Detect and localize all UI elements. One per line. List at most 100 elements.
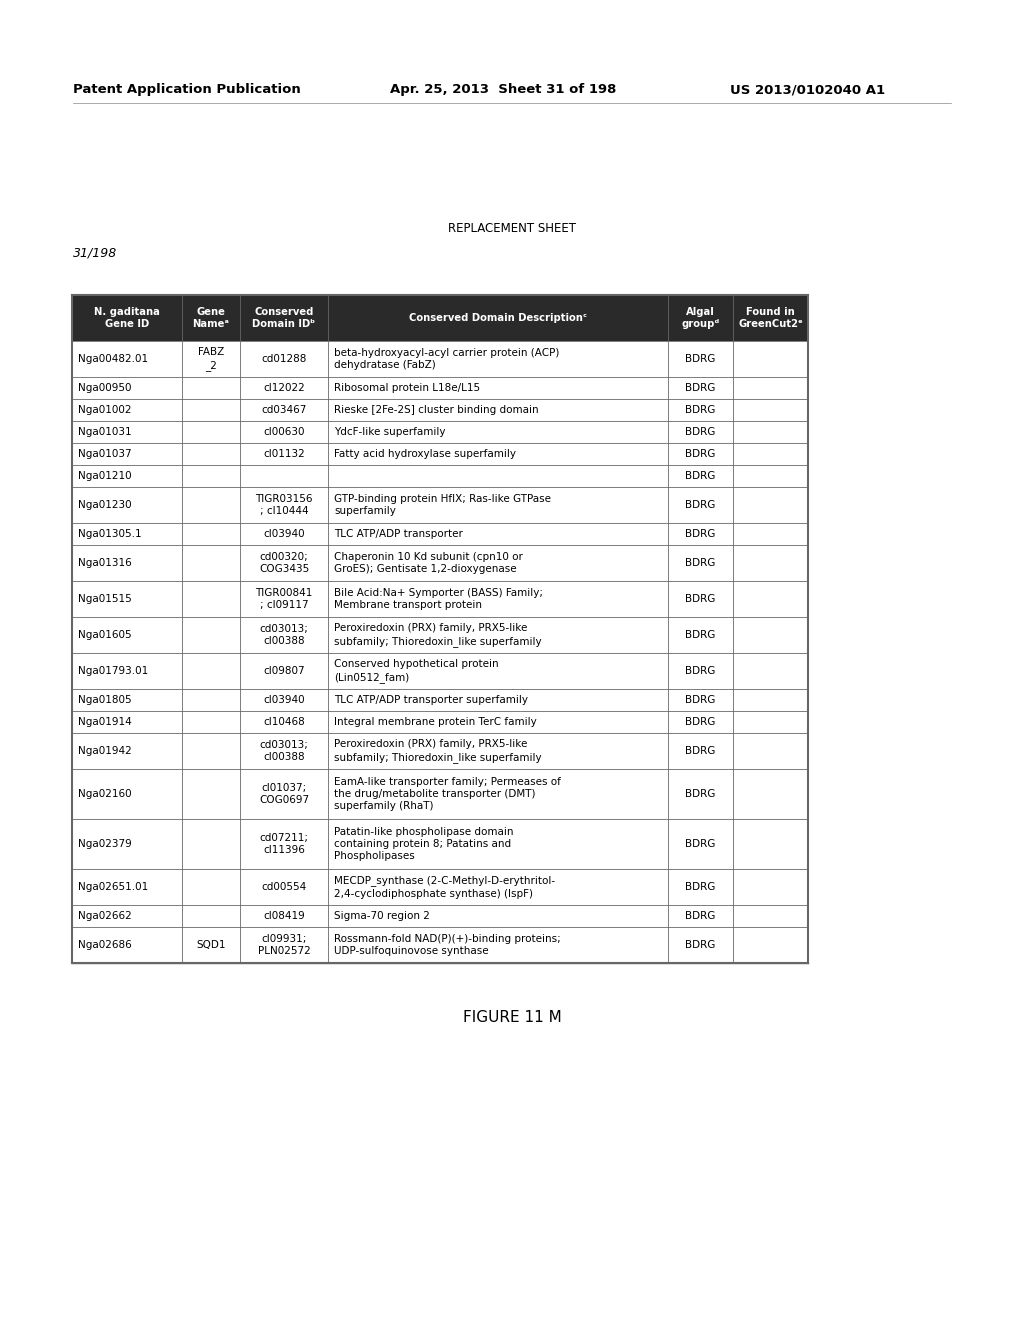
Text: cd07211;
cl11396: cd07211; cl11396	[259, 833, 308, 855]
Text: BDRG: BDRG	[685, 667, 716, 676]
Text: cd00320;
COG3435: cd00320; COG3435	[259, 552, 309, 574]
Text: Conserved hypothetical protein
(Lin0512_fam): Conserved hypothetical protein (Lin0512_…	[334, 660, 499, 682]
Text: Chaperonin 10 Kd subunit (cpn10 or
GroES); Gentisate 1,2-dioxygenase: Chaperonin 10 Kd subunit (cpn10 or GroES…	[334, 552, 523, 574]
Text: BDRG: BDRG	[685, 529, 716, 539]
Text: BDRG: BDRG	[685, 789, 716, 799]
Text: Nga02160: Nga02160	[78, 789, 132, 799]
Text: BDRG: BDRG	[685, 449, 716, 459]
Text: cl12022: cl12022	[263, 383, 305, 393]
Bar	[72, 399, 808, 421]
Text: cd03467: cd03467	[261, 405, 306, 414]
Bar	[72, 465, 808, 487]
Bar	[72, 906, 808, 927]
Text: YdcF-like superfamily: YdcF-like superfamily	[334, 426, 445, 437]
Text: Nga01793.01: Nga01793.01	[78, 667, 148, 676]
Text: Nga02662: Nga02662	[78, 911, 132, 921]
Text: REPLACEMENT SHEET: REPLACEMENT SHEET	[449, 222, 575, 235]
Text: Integral membrane protein TerC family: Integral membrane protein TerC family	[334, 717, 537, 727]
Bar	[72, 341, 808, 378]
Bar	[72, 523, 808, 545]
Text: Nga02651.01: Nga02651.01	[78, 882, 148, 892]
Bar	[72, 733, 808, 770]
Text: Nga01316: Nga01316	[78, 558, 132, 568]
Text: Nga01230: Nga01230	[78, 500, 132, 510]
Bar	[72, 927, 808, 964]
Text: Algal
groupᵈ: Algal groupᵈ	[681, 306, 720, 329]
Text: BDRG: BDRG	[685, 354, 716, 364]
Text: BDRG: BDRG	[685, 558, 716, 568]
Text: Fatty acid hydroxylase superfamily: Fatty acid hydroxylase superfamily	[334, 449, 516, 459]
Text: BDRG: BDRG	[685, 840, 716, 849]
Text: cl01132: cl01132	[263, 449, 305, 459]
Bar	[72, 689, 808, 711]
Text: Nga01037: Nga01037	[78, 449, 132, 459]
Text: Rossmann-fold NAD(P)(+)-binding proteins;
UDP-sulfoquinovose synthase: Rossmann-fold NAD(P)(+)-binding proteins…	[334, 933, 561, 956]
Text: cl00630: cl00630	[263, 426, 305, 437]
Text: BDRG: BDRG	[685, 405, 716, 414]
Text: FABZ
_2: FABZ _2	[198, 347, 224, 371]
Text: cl08419: cl08419	[263, 911, 305, 921]
Text: FIGURE 11 M: FIGURE 11 M	[463, 1011, 561, 1026]
Bar	[72, 869, 808, 906]
Text: BDRG: BDRG	[685, 696, 716, 705]
Text: cl03940: cl03940	[263, 529, 305, 539]
Text: cd01288: cd01288	[261, 354, 306, 364]
Text: Nga01515: Nga01515	[78, 594, 132, 605]
Text: BDRG: BDRG	[685, 746, 716, 756]
Text: BDRG: BDRG	[685, 630, 716, 640]
Text: Nga02686: Nga02686	[78, 940, 132, 950]
Text: Conserved Domain Descriptionᶜ: Conserved Domain Descriptionᶜ	[409, 313, 587, 323]
Text: Nga00482.01: Nga00482.01	[78, 354, 148, 364]
Text: BDRG: BDRG	[685, 471, 716, 480]
Bar	[72, 770, 808, 818]
Text: cl01037;
COG0697: cl01037; COG0697	[259, 783, 309, 805]
Text: cl10468: cl10468	[263, 717, 305, 727]
Text: cl03940: cl03940	[263, 696, 305, 705]
Text: Nga01031: Nga01031	[78, 426, 132, 437]
Text: cd03013;
cl00388: cd03013; cl00388	[259, 739, 308, 762]
Text: cl09931;
PLN02572: cl09931; PLN02572	[258, 933, 310, 956]
Bar	[72, 818, 808, 869]
Text: cd00554: cd00554	[261, 882, 306, 892]
Text: BDRG: BDRG	[685, 911, 716, 921]
Text: US 2013/0102040 A1: US 2013/0102040 A1	[730, 83, 885, 96]
Text: Nga01605: Nga01605	[78, 630, 132, 640]
Text: 31/198: 31/198	[73, 247, 118, 260]
Text: BDRG: BDRG	[685, 717, 716, 727]
Bar	[72, 653, 808, 689]
Text: Patent Application Publication: Patent Application Publication	[73, 83, 301, 96]
Bar	[72, 545, 808, 581]
Text: Rieske [2Fe-2S] cluster binding domain: Rieske [2Fe-2S] cluster binding domain	[334, 405, 539, 414]
Text: BDRG: BDRG	[685, 426, 716, 437]
Text: BDRG: BDRG	[685, 882, 716, 892]
Text: TLC ATP/ADP transporter: TLC ATP/ADP transporter	[334, 529, 463, 539]
Text: BDRG: BDRG	[685, 500, 716, 510]
Bar	[72, 581, 808, 616]
Text: Ribosomal protein L18e/L15: Ribosomal protein L18e/L15	[334, 383, 480, 393]
Text: TIGR00841
; cl09117: TIGR00841 ; cl09117	[255, 587, 312, 610]
Text: Found in
GreenCut2ᵉ: Found in GreenCut2ᵉ	[738, 306, 803, 329]
Text: cd03013;
cl00388: cd03013; cl00388	[259, 624, 308, 647]
Bar	[72, 421, 808, 444]
Text: GTP-binding protein HflX; Ras-like GTPase
superfamily: GTP-binding protein HflX; Ras-like GTPas…	[334, 494, 551, 516]
Text: Nga01805: Nga01805	[78, 696, 132, 705]
Bar	[72, 294, 808, 341]
Text: Apr. 25, 2013  Sheet 31 of 198: Apr. 25, 2013 Sheet 31 of 198	[390, 83, 616, 96]
Bar	[72, 711, 808, 733]
Text: Nga01210: Nga01210	[78, 471, 132, 480]
Text: EamA-like transporter family; Permeases of
the drug/metabolite transporter (DMT): EamA-like transporter family; Permeases …	[334, 776, 561, 812]
Text: TIGR03156
; cl10444: TIGR03156 ; cl10444	[255, 494, 312, 516]
Text: SQD1: SQD1	[197, 940, 225, 950]
Text: BDRG: BDRG	[685, 940, 716, 950]
Bar	[72, 378, 808, 399]
Text: Nga01942: Nga01942	[78, 746, 132, 756]
Text: MECDP_synthase (2-C-Methyl-D-erythritol-
2,4-cyclodiphosphate synthase) (IspF): MECDP_synthase (2-C-Methyl-D-erythritol-…	[334, 875, 555, 899]
Text: Sigma-70 region 2: Sigma-70 region 2	[334, 911, 430, 921]
Text: Peroxiredoxin (PRX) family, PRX5-like
subfamily; Thioredoxin_like superfamily: Peroxiredoxin (PRX) family, PRX5-like su…	[334, 739, 542, 763]
Text: Nga01914: Nga01914	[78, 717, 132, 727]
Text: Peroxiredoxin (PRX) family, PRX5-like
subfamily; Thioredoxin_like superfamily: Peroxiredoxin (PRX) family, PRX5-like su…	[334, 623, 542, 647]
Text: Conserved
Domain IDᵇ: Conserved Domain IDᵇ	[253, 306, 315, 329]
Text: Patatin-like phospholipase domain
containing protein 8; Patatins and
Phospholipa: Patatin-like phospholipase domain contai…	[334, 826, 513, 862]
Text: cl09807: cl09807	[263, 667, 305, 676]
Bar	[72, 444, 808, 465]
